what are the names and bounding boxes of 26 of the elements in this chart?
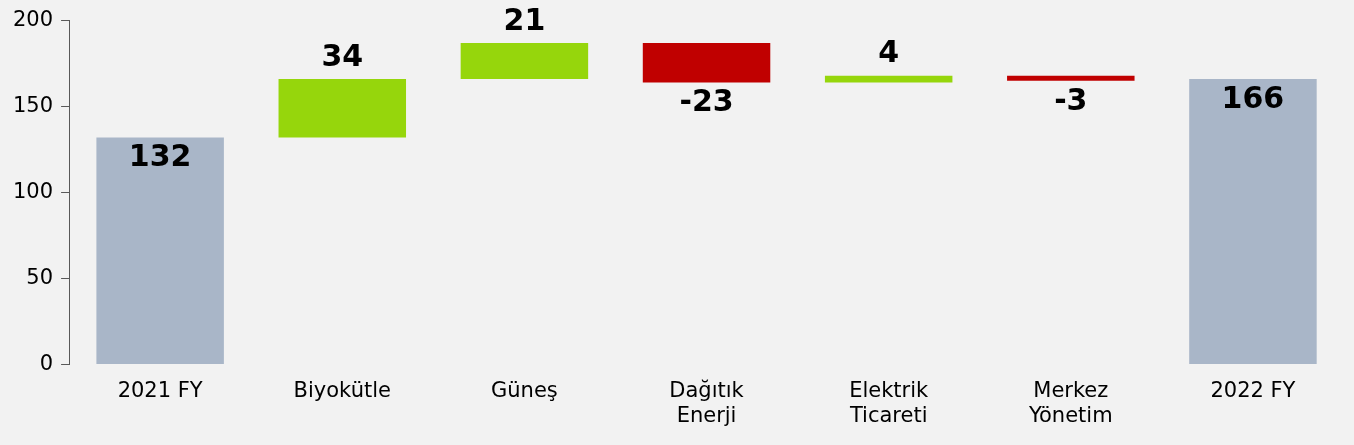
x-tick-label: Dağıtık Enerji	[669, 377, 745, 427]
data-label: -3	[1054, 81, 1088, 117]
x-tick-label: 2021 FY	[117, 377, 203, 402]
x-tick-label: Elektrik Ticareti	[848, 377, 930, 427]
data-label: 4	[878, 34, 900, 70]
data-label: 132	[128, 138, 192, 174]
bar	[824, 75, 953, 83]
bar	[1007, 75, 1135, 81]
bar	[642, 42, 771, 83]
x-tick-label: 2022 FY	[1210, 377, 1296, 402]
data-label: 21	[503, 1, 546, 37]
y-tick-label: 150	[12, 93, 54, 118]
bar	[96, 137, 224, 365]
y-tick-label: 0	[39, 351, 54, 376]
data-label: 166	[1221, 79, 1285, 115]
y-tick-label: 50	[26, 265, 54, 290]
y-tick-label: 200	[12, 7, 54, 32]
bar	[278, 79, 407, 138]
x-tick-label: Merkez Yönetim	[1027, 377, 1113, 427]
data-label: -23	[679, 83, 734, 119]
x-tick-label: Biyokütle	[293, 377, 391, 402]
bar	[460, 42, 589, 80]
y-tick-label: 100	[12, 179, 54, 204]
data-label: 34	[321, 37, 364, 73]
bar	[1189, 79, 1317, 365]
x-tick-label: Güneş	[491, 377, 558, 402]
